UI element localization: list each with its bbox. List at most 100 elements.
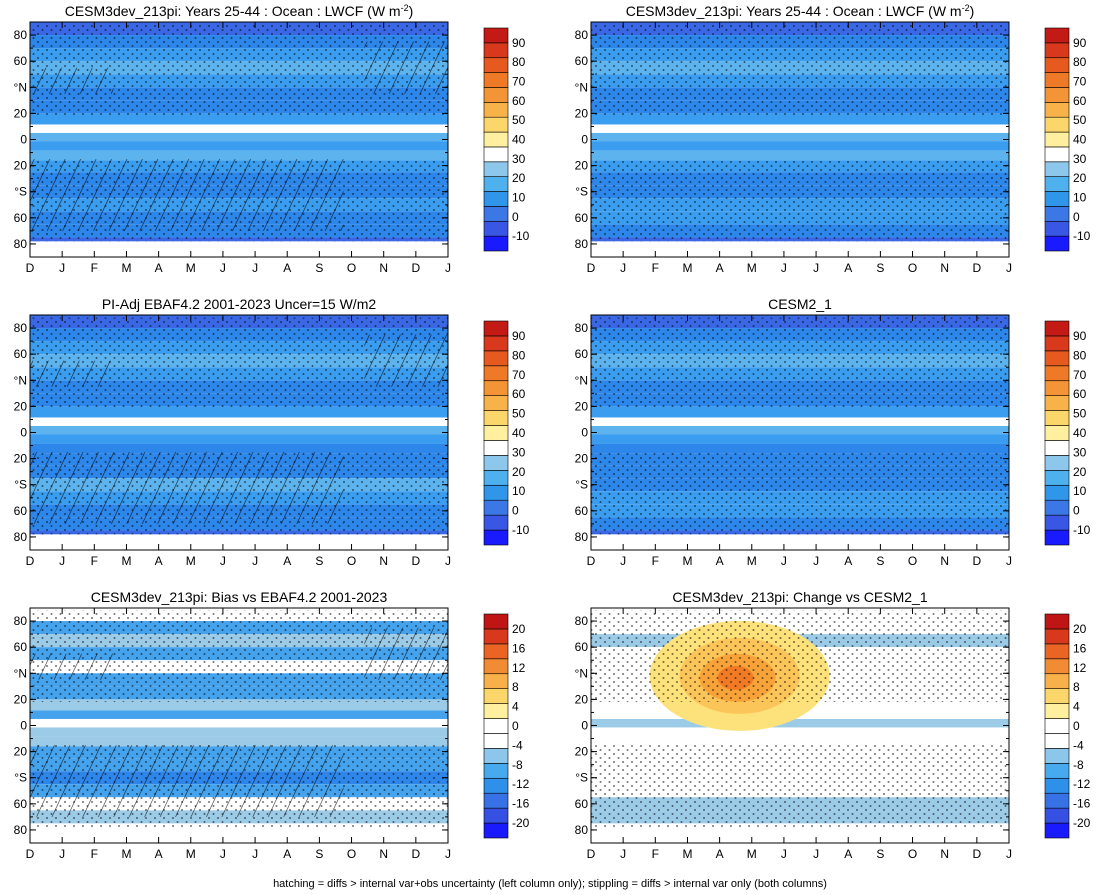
lat-band — [591, 736, 1009, 747]
x-tick-label: J — [813, 554, 819, 568]
x-tick-label: A — [844, 847, 852, 861]
x-tick-label: O — [347, 261, 356, 275]
figure-footer-note: hatching = diffs > internal var+obs unce… — [273, 878, 827, 890]
colorbar-label: 30 — [1073, 445, 1087, 459]
x-tick-label: J — [813, 261, 819, 275]
colorbar-swatch — [1044, 131, 1070, 148]
panel-title: CESM3dev_213pi: Change vs CESM2_1 — [672, 589, 927, 605]
hatching-north — [30, 67, 114, 94]
x-tick-label: N — [379, 261, 388, 275]
panel-title: CESM3dev_213pi: Years 25-44 : Ocean : LW… — [65, 3, 414, 19]
colorbar-swatch — [1044, 102, 1070, 118]
hatching-south — [30, 452, 344, 524]
x-tick-label: J — [1006, 554, 1012, 568]
colorbar-label: 20 — [1073, 171, 1087, 185]
colorbar-swatch — [1044, 57, 1070, 73]
colorbar-label: 10 — [512, 190, 526, 204]
colorbar-swatch — [1044, 470, 1070, 486]
colorbar-swatch — [1044, 455, 1070, 471]
lat-band — [30, 710, 448, 719]
x-tick-label: M — [682, 554, 692, 568]
colorbar: -10 0 10 20 30 40 50 60 70 80 90 — [483, 320, 530, 546]
heatmap-field — [591, 315, 1009, 550]
y-tick-label: 0 — [20, 133, 27, 147]
stippling-north — [591, 610, 1009, 702]
colorbar-label: 16 — [1073, 641, 1087, 655]
y-tick-label: 20 — [14, 745, 28, 759]
lat-band — [591, 132, 1009, 142]
colorbar-label: 4 — [1073, 700, 1080, 714]
y-tick-label: 80 — [575, 237, 589, 251]
y-tick-label: °N — [575, 373, 588, 387]
colorbar-label: -4 — [1073, 738, 1084, 752]
colorbar-swatch — [1044, 440, 1070, 456]
lat-band — [591, 434, 1009, 444]
lat-band — [591, 443, 1009, 454]
colorbar-swatch — [1044, 116, 1070, 133]
y-tick-label: 60 — [575, 797, 589, 811]
x-tick-label: N — [379, 847, 388, 861]
heatmap-field — [30, 22, 448, 257]
y-tick-label: °S — [14, 771, 27, 785]
colorbar-swatch — [1044, 320, 1070, 337]
colorbar: -10 0 10 20 30 40 50 60 70 80 90 — [1044, 27, 1091, 252]
x-tick-label: J — [620, 847, 626, 861]
colorbar-swatch — [1044, 380, 1070, 396]
x-tick-label: D — [587, 261, 596, 275]
y-tick-label: °S — [14, 185, 27, 199]
lat-band — [30, 736, 448, 747]
y-tick-label: 20 — [575, 452, 589, 466]
y-tick-label: 80 — [14, 614, 28, 628]
x-tick-label: J — [781, 847, 787, 861]
colorbar-swatch — [483, 320, 509, 337]
lat-band — [591, 141, 1009, 151]
y-tick-label: 60 — [14, 54, 28, 68]
y-tick-label: 0 — [581, 426, 588, 440]
colorbar-swatch — [483, 395, 509, 411]
hatching-north — [364, 41, 448, 94]
x-tick-label: O — [347, 847, 356, 861]
x-tick-label: S — [876, 554, 884, 568]
x-tick-label: M — [121, 554, 131, 568]
colorbar: -10 0 10 20 30 40 50 60 70 80 90 — [483, 27, 530, 252]
colorbar-swatch — [1044, 688, 1070, 704]
x-tick-label: D — [587, 554, 596, 568]
colorbar-label: 60 — [1073, 387, 1087, 401]
colorbar-swatch — [1044, 777, 1070, 794]
stippling-south — [591, 159, 1009, 242]
x-tick-label: M — [747, 261, 757, 275]
colorbar-label: 60 — [512, 387, 526, 401]
lat-band — [30, 727, 448, 737]
colorbar-label: 50 — [512, 113, 526, 127]
colorbar-swatch — [483, 350, 509, 367]
lat-band — [30, 141, 448, 151]
colorbar-label: 10 — [512, 484, 526, 498]
y-tick-label: 60 — [14, 797, 28, 811]
colorbar-swatch — [483, 42, 509, 59]
colorbar-swatch — [483, 499, 509, 516]
lat-band — [30, 718, 448, 728]
colorbar-label: 40 — [1073, 133, 1087, 147]
x-tick-label: O — [347, 554, 356, 568]
colorbar-label: 80 — [1073, 348, 1087, 362]
x-tick-label: A — [155, 554, 163, 568]
colorbar-swatch — [1044, 161, 1070, 177]
colorbar-label: 50 — [512, 407, 526, 421]
colorbar-label: 30 — [512, 152, 526, 166]
x-tick-label: F — [652, 554, 659, 568]
colorbar-swatch — [1044, 484, 1070, 501]
heatmap-field — [591, 22, 1009, 257]
colorbar-swatch — [1044, 529, 1070, 546]
colorbar-swatch — [483, 613, 509, 630]
x-tick-label: S — [315, 261, 323, 275]
x-tick-label: D — [973, 261, 982, 275]
heatmap-field — [30, 608, 448, 843]
lat-band — [30, 132, 448, 142]
panel-title: CESM2_1 — [768, 296, 832, 312]
x-tick-label: J — [220, 554, 226, 568]
colorbar-swatch — [1044, 72, 1070, 88]
lat-band — [591, 417, 1009, 426]
lat-band — [591, 124, 1009, 133]
y-tick-label: 80 — [14, 237, 28, 251]
colorbar-swatch — [1044, 718, 1070, 734]
